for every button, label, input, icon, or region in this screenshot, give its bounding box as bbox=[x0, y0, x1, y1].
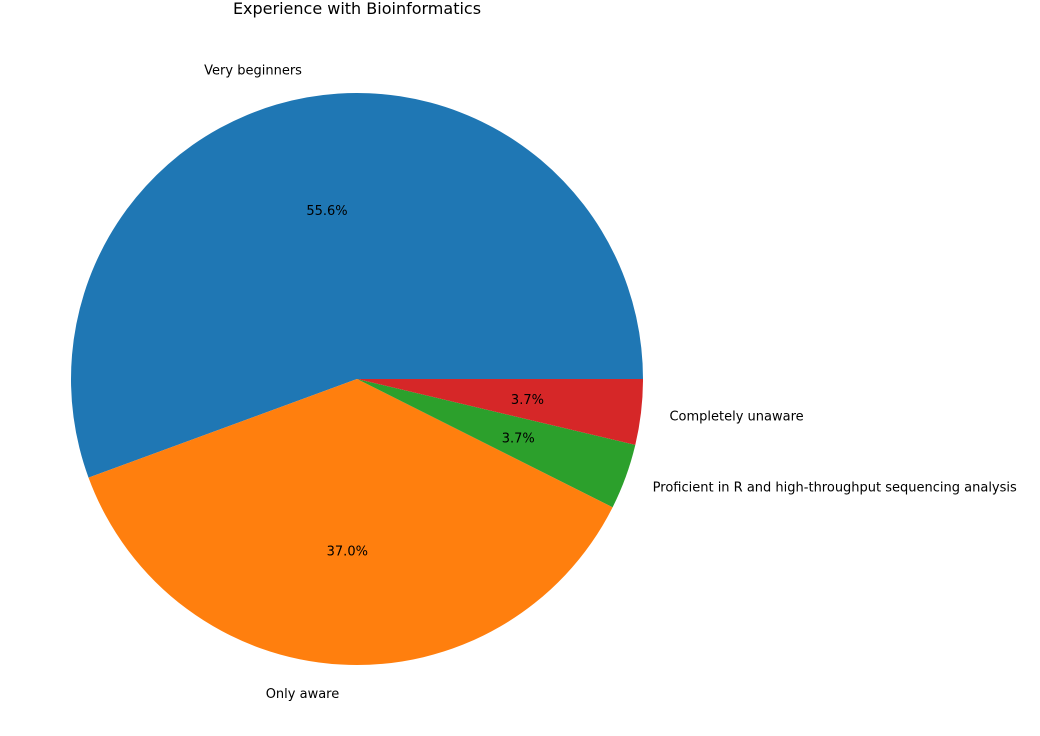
slice-label-0: Very beginners bbox=[204, 63, 302, 78]
slice-percent-0: 55.6% bbox=[306, 204, 347, 219]
pie-slice-3 bbox=[357, 379, 643, 445]
slice-percent-2: 3.7% bbox=[502, 432, 535, 447]
pie-slices bbox=[70, 93, 644, 666]
slice-label-1: Only aware bbox=[266, 687, 340, 702]
slice-label-3: Completely unaware bbox=[669, 409, 803, 424]
chart-title: Experience with Bioinformatics bbox=[233, 0, 481, 18]
pie-slice-0 bbox=[70, 93, 644, 478]
slice-label-2: Proficient in R and high-throughput sequ… bbox=[653, 481, 1017, 496]
slice-percent-3: 3.7% bbox=[511, 393, 544, 408]
slice-percent-1: 37.0% bbox=[327, 544, 368, 559]
pie-labels: Very beginners 55.6% Only aware 37.0% Profic… bbox=[204, 63, 1017, 702]
pie-slice-1 bbox=[88, 379, 613, 666]
pie-slice-2 bbox=[357, 379, 636, 508]
